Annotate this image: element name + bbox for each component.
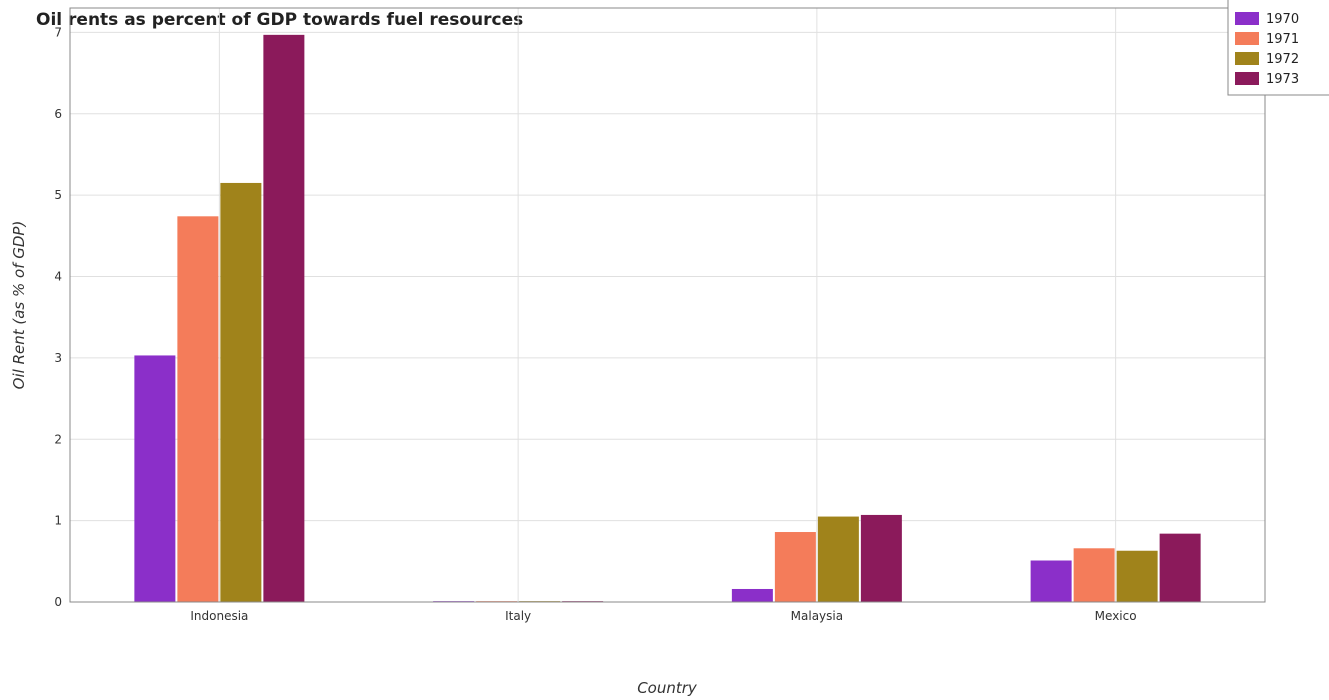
x-tick-labels: Indonesia Italy Malaysia Mexico (190, 609, 1136, 623)
chart-title: Oil rents as percent of GDP towards fuel… (36, 10, 523, 30)
legend: 1970 1971 1972 1973 (1227, 0, 1329, 96)
y-tick-label: 3 (54, 351, 62, 365)
bar-1971-malaysia (774, 532, 816, 602)
legend-label-1970: 1970 (1266, 12, 1299, 27)
bar-1970-indonesia (134, 355, 176, 602)
legend-swatch-1970 (1235, 12, 1259, 25)
y-tick-label: 5 (54, 188, 62, 202)
y-tick-label: 2 (54, 432, 62, 446)
y-tick-labels: 0 1 2 3 4 5 6 7 (54, 25, 62, 609)
bar-1970-mexico (1030, 560, 1072, 602)
bar-1973-mexico (1159, 533, 1201, 602)
legend-label-1973: 1973 (1266, 72, 1299, 87)
bar-1972-malaysia (817, 516, 859, 602)
legend-swatch-1973 (1235, 72, 1259, 85)
y-tick-label: 7 (54, 25, 62, 39)
x-tick-label: Mexico (1095, 609, 1137, 623)
legend-label-1972: 1972 (1266, 52, 1299, 67)
y-tick-label: 0 (54, 595, 62, 609)
bar-1973-indonesia (263, 34, 305, 603)
bar-1973-malaysia (860, 514, 902, 602)
bar-1972-indonesia (220, 182, 262, 603)
legend-swatch-1971 (1235, 32, 1259, 45)
bar-1972-mexico (1116, 550, 1158, 602)
x-tick-label: Malaysia (791, 609, 843, 623)
x-tick-label: Italy (505, 609, 531, 623)
y-tick-label: 4 (54, 270, 62, 284)
x-tick-label: Indonesia (190, 609, 248, 623)
legend-label-1971: 1971 (1266, 32, 1299, 47)
axes (69, 7, 1266, 603)
x-axis-label: Country (637, 679, 698, 697)
plot-frame (69, 7, 1266, 603)
y-tick-label: 6 (54, 107, 62, 121)
y-axis-label: Oil Rent (as % of GDP) (10, 221, 28, 390)
legend-swatch-1972 (1235, 52, 1259, 65)
bar-1971-mexico (1073, 548, 1115, 602)
bar-1970-malaysia (731, 588, 773, 602)
bar-1971-indonesia (177, 216, 219, 602)
bars (134, 34, 1201, 603)
y-tick-label: 1 (54, 514, 62, 528)
